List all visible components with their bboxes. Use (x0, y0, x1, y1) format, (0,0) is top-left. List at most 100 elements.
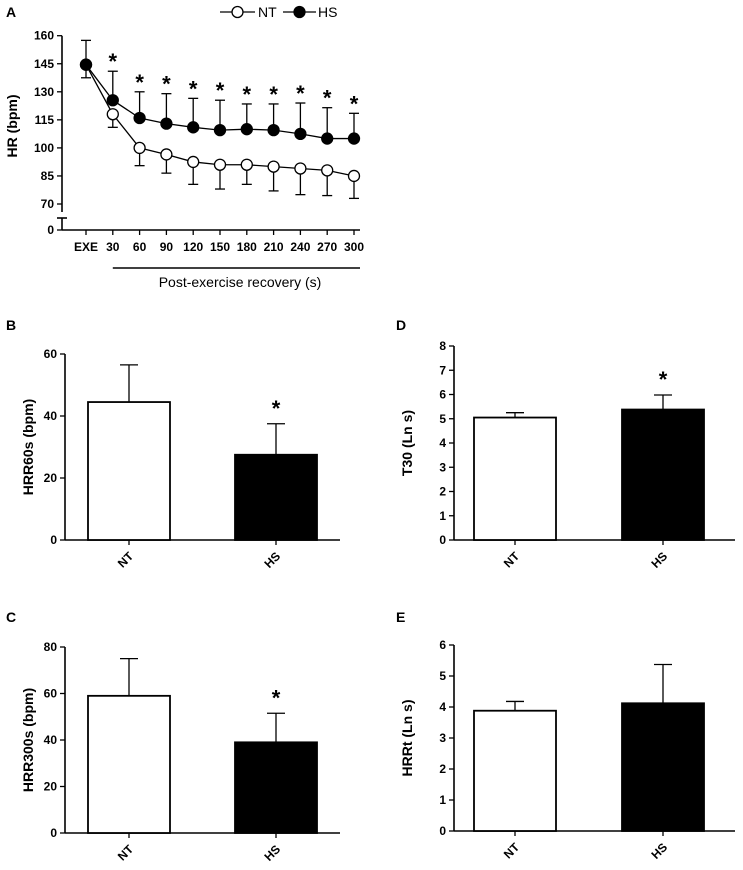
panel-label-e: E (396, 609, 405, 625)
legend-nt-marker (231, 5, 244, 19)
panel-d-y-tick-label: 7 (439, 363, 446, 377)
panel-c-x-tick-label: HS (261, 842, 283, 864)
panel-b-x-tick-label: NT (115, 549, 137, 571)
panel-c-bar-chart: 0 20 40 60 80 NT HS * (44, 640, 340, 864)
panel-a-hs-point (267, 123, 280, 137)
panel-e-y-tick-label: 6 (439, 638, 446, 652)
panel-a-nt-point (160, 148, 173, 161)
panel-a-significance-star: * (216, 78, 225, 103)
panel-a-significance-star: * (109, 49, 118, 74)
panel-label-a: A (6, 4, 16, 20)
panel-c-ylabel: HRR300s (bpm) (20, 688, 36, 792)
panel-a-nt-point (133, 141, 146, 155)
legend-hs-marker (293, 5, 306, 19)
panel-c-bar-nt (87, 694, 171, 834)
panel-a-significance-star: * (323, 86, 332, 111)
panel-e-y-tick-label: 0 (439, 824, 446, 838)
panel-e-bar-chart: 0 1 2 3 4 5 6 NT HS (439, 638, 735, 862)
panel-a-xlabel: Post-exercise recovery (s) (159, 274, 322, 290)
panel-a-hs-point (106, 94, 119, 107)
panel-a-y-tick-label: 115 (35, 113, 55, 127)
legend: NT HS (220, 4, 337, 20)
panel-a-line-chart: 0 70 85 100 115 130 145 160 EXE 30 60 90 120 150 180 21… (34, 29, 364, 269)
panel-b-bar-nt (87, 401, 171, 541)
panel-a-x-tick-label: 210 (264, 240, 284, 254)
panel-a-nt-point (187, 155, 200, 169)
panel-a-y-tick-label: 70 (41, 197, 55, 211)
panel-label-d: D (396, 317, 406, 333)
panel-d-y-tick-label: 6 (439, 388, 446, 402)
panel-a-hs-point (79, 58, 93, 71)
panel-a-x-tick-label: 30 (106, 240, 120, 254)
panel-a-hs-point (187, 121, 200, 134)
panel-b-y-tick-label: 60 (44, 347, 58, 361)
panel-a-x-tick-label: 120 (183, 240, 203, 254)
panel-e-ylabel: HRRt (Ln s) (399, 700, 415, 777)
panel-d-y-tick-label: 2 (439, 485, 446, 499)
panel-d-ylabel: T30 (Ln s) (399, 410, 415, 476)
panel-a-nt-point (106, 108, 119, 121)
panel-d-bar-chart: 0 1 2 3 4 5 6 7 8 NT HS * (439, 339, 735, 571)
panel-e-y-tick-label: 1 (439, 793, 446, 807)
legend-hs-label: HS (318, 4, 337, 20)
panel-e-y-tick-label: 2 (439, 762, 446, 776)
panel-d-x-tick-label: HS (648, 549, 670, 571)
panel-e-bar-hs (621, 702, 705, 832)
panel-d-y-tick-label: 0 (439, 533, 446, 547)
panel-c-significance-star: * (272, 685, 281, 710)
panel-label-c: C (6, 609, 16, 625)
panel-a-x-tick-label: 300 (344, 240, 364, 254)
panel-e-y-tick-label: 3 (439, 731, 446, 745)
panel-c-bar-hs (234, 741, 318, 834)
panel-a-significance-star: * (296, 81, 305, 106)
panel-c-y-tick-label: 40 (44, 733, 58, 747)
panel-a-significance-star: * (243, 82, 252, 107)
panel-d-y-tick-label: 3 (439, 460, 446, 474)
panel-a-significance-star: * (162, 72, 171, 97)
panel-e-bar-nt (473, 709, 557, 832)
panel-a-y-tick-label: 130 (34, 85, 54, 99)
panel-a-x-tick-label: 60 (133, 240, 147, 254)
panel-b-bar-hs (234, 453, 318, 541)
panel-c-x-tick-label: NT (115, 842, 137, 864)
panel-d-bar-hs (621, 408, 705, 541)
panel-e-x-tick-label: HS (648, 840, 670, 862)
panel-b-significance-star: * (272, 396, 281, 421)
panel-a-hs-point (213, 123, 227, 137)
panel-c-y-tick-label: 20 (44, 780, 58, 794)
panel-label-b: B (6, 317, 16, 333)
panel-a-nt-point (213, 158, 227, 171)
panel-a-x-tick-label: 270 (317, 240, 337, 254)
panel-d-x-tick-label: NT (501, 549, 523, 571)
panel-e-x-tick-label: NT (501, 840, 523, 862)
panel-a-y-tick-label: 85 (41, 169, 55, 183)
panel-a-significance-star: * (135, 70, 144, 95)
panel-b-y-tick-label: 40 (44, 409, 58, 423)
panel-a-nt-point (347, 169, 361, 183)
panel-a-nt-point (267, 160, 280, 173)
panel-a-nt-point (240, 158, 253, 171)
panel-c-y-tick-label: 80 (44, 640, 58, 654)
panel-a-y-tick-label: 100 (34, 141, 54, 155)
panel-b-y-tick-label: 0 (50, 533, 57, 547)
panel-a-hs-point (133, 111, 146, 125)
panel-a-nt-point (321, 164, 334, 177)
panel-a-hs-point (294, 127, 307, 141)
panel-d-y-tick-label: 1 (439, 509, 446, 523)
panel-d-y-tick-label: 5 (439, 412, 446, 426)
panel-d-significance-star: * (659, 367, 668, 392)
panel-a-ylabel: HR (bpm) (4, 95, 20, 158)
legend-nt-label: NT (258, 4, 277, 20)
panel-e-y-tick-label: 4 (439, 700, 446, 714)
panel-a-hs-point (321, 132, 334, 145)
panel-a-hs-point (160, 117, 173, 130)
panel-a-significance-star: * (269, 82, 278, 107)
panel-d-y-tick-label: 8 (439, 339, 446, 353)
panel-b-y-tick-label: 20 (44, 471, 58, 485)
panel-a-y-tick-label: 145 (34, 57, 54, 71)
panel-c-y-tick-label: 0 (50, 826, 57, 840)
panel-a-significance-star: * (350, 91, 359, 116)
panel-b-ylabel: HRR60s (bpm) (20, 399, 36, 495)
panel-a-y-tick-label: 0 (47, 223, 54, 237)
